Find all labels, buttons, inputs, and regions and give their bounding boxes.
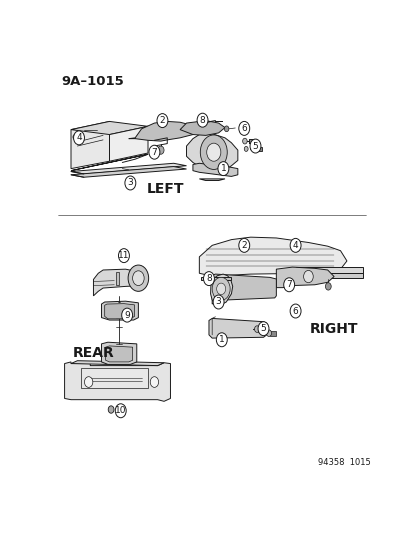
Circle shape: [118, 248, 129, 263]
Circle shape: [157, 146, 164, 154]
Circle shape: [266, 330, 271, 336]
Text: 1: 1: [218, 335, 224, 344]
Circle shape: [216, 283, 225, 295]
Circle shape: [121, 308, 132, 322]
Circle shape: [213, 295, 223, 309]
Polygon shape: [180, 120, 225, 135]
Text: 6: 6: [292, 306, 298, 316]
Circle shape: [257, 322, 268, 336]
Text: 5: 5: [252, 142, 258, 150]
Text: 11: 11: [118, 251, 129, 260]
Polygon shape: [109, 126, 148, 161]
Polygon shape: [269, 330, 275, 336]
Polygon shape: [105, 346, 132, 362]
Polygon shape: [93, 269, 146, 296]
Circle shape: [73, 134, 76, 140]
Circle shape: [74, 131, 84, 145]
Circle shape: [249, 139, 260, 153]
Text: 4: 4: [292, 241, 298, 250]
Circle shape: [200, 135, 227, 169]
Circle shape: [303, 270, 313, 282]
Text: LEFT: LEFT: [147, 182, 184, 196]
Circle shape: [115, 404, 126, 418]
Text: 8: 8: [199, 116, 205, 125]
Polygon shape: [200, 277, 231, 280]
Text: 94358  1015: 94358 1015: [317, 458, 370, 467]
Text: 1: 1: [220, 164, 226, 173]
Polygon shape: [116, 272, 119, 285]
Polygon shape: [295, 273, 362, 278]
Polygon shape: [209, 318, 266, 338]
Text: 7: 7: [151, 148, 157, 157]
Text: 7: 7: [286, 280, 291, 289]
Circle shape: [197, 113, 207, 127]
Text: 3: 3: [127, 179, 133, 188]
Polygon shape: [71, 361, 164, 366]
Circle shape: [325, 282, 330, 290]
Polygon shape: [295, 267, 362, 273]
Circle shape: [242, 138, 247, 144]
Polygon shape: [71, 154, 148, 171]
Polygon shape: [255, 147, 261, 151]
Polygon shape: [186, 134, 237, 172]
Polygon shape: [101, 342, 136, 365]
Text: 2: 2: [241, 241, 247, 250]
Polygon shape: [71, 166, 186, 177]
Text: REAR: REAR: [72, 346, 114, 360]
Circle shape: [283, 278, 294, 292]
Circle shape: [206, 143, 220, 161]
Text: RIGHT: RIGHT: [309, 322, 358, 336]
Text: 10: 10: [115, 406, 126, 415]
Circle shape: [203, 272, 214, 286]
Circle shape: [238, 122, 249, 135]
Text: 9: 9: [124, 311, 130, 320]
Polygon shape: [210, 274, 232, 305]
Polygon shape: [101, 301, 138, 320]
Polygon shape: [212, 274, 276, 304]
Circle shape: [125, 176, 135, 190]
Circle shape: [150, 377, 158, 387]
Text: 5: 5: [260, 324, 266, 333]
Polygon shape: [64, 362, 170, 401]
Polygon shape: [71, 122, 148, 134]
Polygon shape: [104, 304, 134, 319]
Polygon shape: [71, 163, 186, 174]
Polygon shape: [71, 122, 109, 168]
Circle shape: [217, 161, 228, 175]
Polygon shape: [199, 237, 346, 276]
Circle shape: [254, 326, 259, 333]
Text: 2: 2: [159, 116, 165, 125]
Circle shape: [224, 126, 228, 132]
Circle shape: [238, 238, 249, 252]
Text: 6: 6: [241, 124, 247, 133]
Circle shape: [157, 114, 168, 127]
Circle shape: [149, 145, 159, 159]
Circle shape: [216, 333, 227, 347]
Circle shape: [244, 147, 247, 151]
Polygon shape: [81, 368, 148, 388]
Circle shape: [290, 238, 300, 252]
Text: 4: 4: [76, 133, 82, 142]
Polygon shape: [257, 327, 263, 332]
Text: 3: 3: [215, 297, 221, 306]
Circle shape: [128, 265, 148, 292]
Circle shape: [108, 406, 114, 413]
Polygon shape: [249, 139, 255, 143]
Circle shape: [290, 304, 300, 318]
Circle shape: [84, 377, 93, 387]
Polygon shape: [128, 122, 199, 141]
Circle shape: [132, 271, 144, 286]
Polygon shape: [199, 179, 225, 181]
Text: 8: 8: [206, 274, 211, 283]
Text: 9A–1015: 9A–1015: [61, 76, 124, 88]
Polygon shape: [192, 163, 237, 176]
Polygon shape: [276, 267, 333, 288]
Circle shape: [212, 277, 230, 301]
